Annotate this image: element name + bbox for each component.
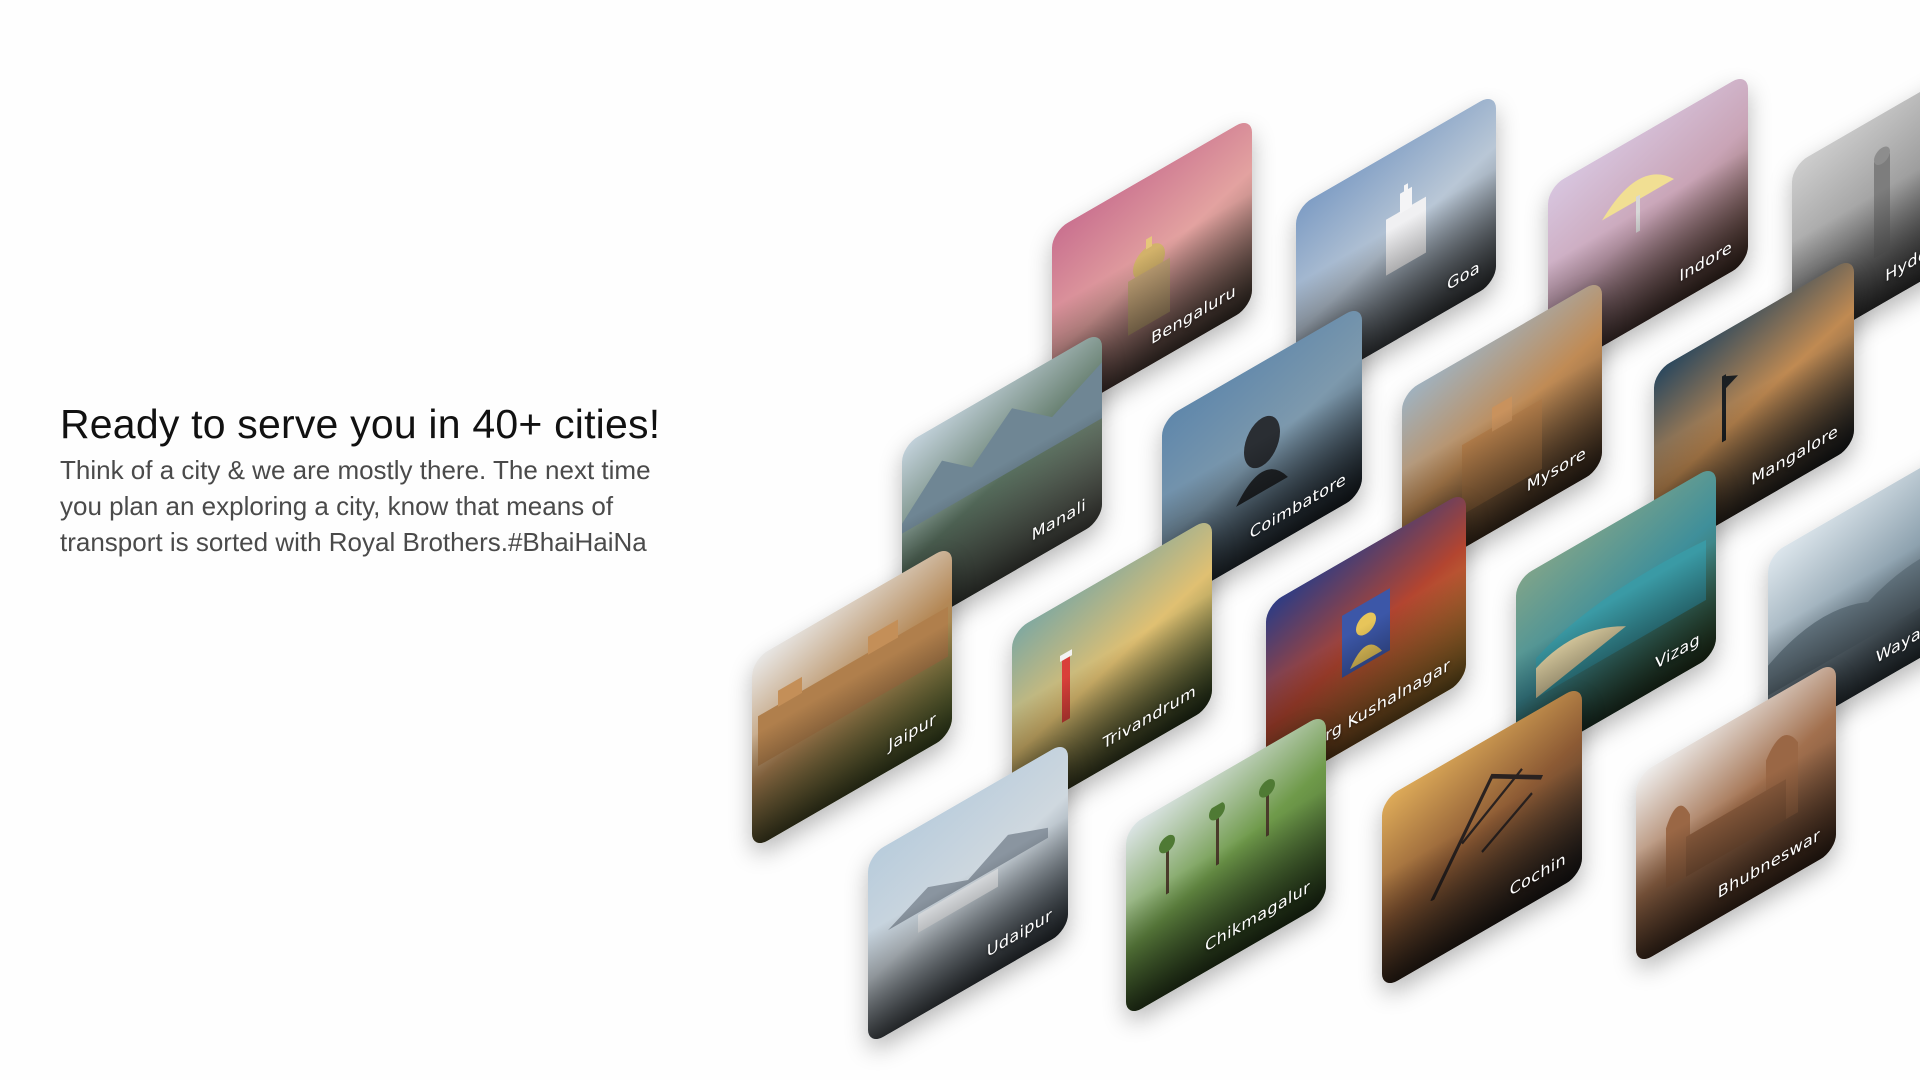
city-tile-vizag[interactable]: Vizag: [1516, 464, 1716, 770]
cities-intro: Ready to serve you in 40+ cities! Think …: [60, 398, 760, 560]
city-tile-wayanad[interactable]: Wayanad: [1768, 440, 1920, 746]
city-tile-goa[interactable]: Goa: [1296, 92, 1496, 398]
city-tile-bhubneswar[interactable]: Bhubneswar: [1636, 660, 1836, 966]
city-tile-cochin[interactable]: Cochin: [1382, 684, 1582, 990]
city-tile-coimbatore[interactable]: Coimbatore: [1162, 304, 1362, 610]
city-tile-hyderabad[interactable]: Hyderabad: [1792, 50, 1920, 356]
description-line: Think of a city & we are mostly there. T…: [60, 455, 651, 485]
section-title: Ready to serve you in 40+ cities!: [60, 401, 661, 447]
description-line: you plan an exploring a city, know that …: [60, 491, 614, 521]
city-tile-chikmagalur[interactable]: Chikmagalur: [1126, 712, 1326, 1018]
city-tile-coorg-kushalnagar[interactable]: Coorg Kushalnagar: [1266, 490, 1466, 796]
city-tile-udaipur[interactable]: Udaipur: [868, 740, 1068, 1046]
city-tile-trivandrum[interactable]: Trivandrum: [1012, 516, 1212, 822]
city-tile-manali[interactable]: Manali: [902, 330, 1102, 636]
city-tile-mangalore[interactable]: Mangalore: [1654, 256, 1854, 562]
mountain-icon: [902, 348, 1102, 534]
city-tile-jaipur[interactable]: Jaipur: [752, 544, 952, 850]
section-description: Think of a city & we are mostly there. T…: [60, 452, 760, 560]
city-tile-indore[interactable]: Indore: [1548, 72, 1748, 378]
description-line: transport is sorted with Royal Brothers.…: [60, 527, 647, 557]
city-tile-mysore[interactable]: Mysore: [1402, 278, 1602, 584]
city-tile-bengaluru[interactable]: Bengaluru: [1052, 116, 1252, 422]
